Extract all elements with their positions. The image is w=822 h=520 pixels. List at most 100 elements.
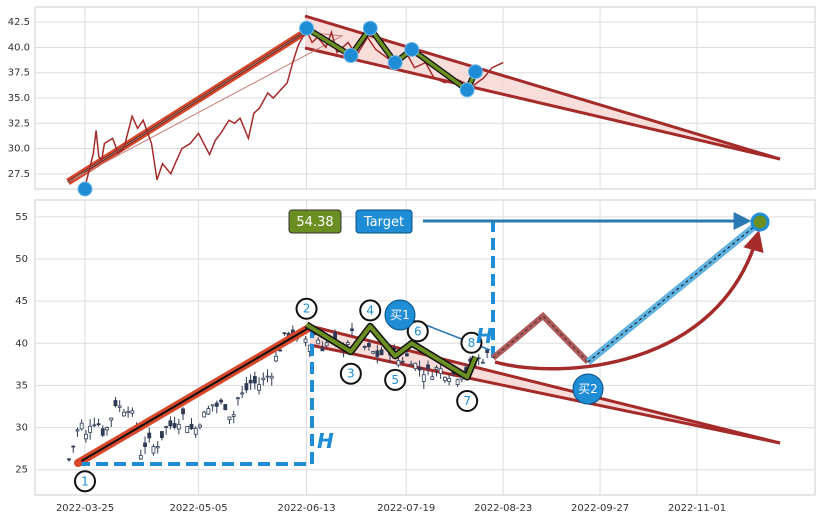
top-pattern-overlay [66,14,781,185]
candle-body [96,423,101,426]
candle-body [214,402,219,407]
wave-label-text: 8 [468,336,476,350]
candle-body [350,328,354,331]
top-y-tick-label: 37.5 [8,68,30,79]
candle-body [417,367,422,371]
wave-label-3: 3 [339,362,362,385]
bottom-x-tick-label: 2022-06-13 [277,503,335,514]
candle-body [172,423,177,428]
candle-body [362,345,367,348]
wave-label-1: 1 [74,470,96,493]
projection-height-label: H [476,324,493,348]
candle-body [316,339,321,345]
bottom-x-tick-label: 2022-08-23 [474,503,532,514]
candle-body [282,332,287,335]
candle-body [430,376,435,380]
top-y-tick-label: 42.5 [8,17,30,28]
top-upper-trendline [304,14,781,161]
wave-label-7: 7 [456,390,479,412]
candle-body [83,433,88,440]
candle-body [248,379,253,384]
candle-body [176,423,181,430]
bottom-y-tick-label: 35 [15,380,28,391]
candle-body [421,374,426,382]
candlesticks [67,322,490,462]
top-pivot-marker [387,55,403,71]
wave-label-text: 3 [347,367,355,381]
wave-label-text: 7 [463,394,471,408]
candle-body [206,408,211,415]
candle-body [210,404,215,407]
curved-target-arrow [494,229,764,371]
top-y-tick-label: 27.5 [8,169,30,180]
candle-body [202,411,207,418]
candle-body [155,445,160,449]
candle-body [240,392,245,395]
top-pivot-markers [77,20,483,197]
bottom-x-tick-label: 2022-03-25 [56,503,114,514]
candle-body [223,404,228,411]
wave-label-4: 4 [359,299,382,322]
candle-body [147,432,152,439]
projected-pullback-dash [492,315,589,363]
height-label: H [317,429,334,453]
top-pivot-marker [299,20,315,36]
candle-body [278,349,283,352]
candle-body [143,442,147,448]
target-box-text: Target [363,215,404,230]
candle-body [168,420,173,427]
candle-body [227,416,232,421]
bottom-x-tick-label: 2022-07-19 [377,503,435,514]
candle-body [185,425,190,434]
candle-body [75,429,80,432]
candle-body [303,338,308,343]
candle-body [79,422,84,430]
candle-body [443,376,447,382]
bottom-y-ticks: 25 30 35 40 45 50 55 [15,212,28,476]
candle-body [320,347,325,352]
top-price-line [84,28,504,188]
value-box-text: 54.38 [296,215,333,230]
top-pivot-marker [467,64,483,80]
candle-body [130,410,135,414]
candle-body [426,364,430,369]
candle-body [236,397,240,400]
bottom-y-tick-label: 50 [15,254,28,265]
wave-label-text: 4 [366,303,374,317]
buy1-label: 买1 [390,308,410,322]
candle-body [109,417,114,421]
candle-body [413,362,418,370]
bottom-y-tick-label: 45 [15,296,28,307]
candle-body [345,342,350,345]
projected-rise-dash [587,221,761,363]
top-pivot-marker [404,41,420,57]
top-panel: 27.5 30.0 32.5 35.0 37.5 40.0 42.5 [8,6,816,197]
candle-body [231,414,236,417]
candle-body [105,427,109,431]
candle-body [485,349,490,354]
wave-label-text: 2 [303,302,311,316]
candle-body [366,342,371,348]
candle-body [122,411,126,417]
candle-body [405,353,409,357]
candle-body [88,425,93,433]
bottom-y-tick-label: 55 [15,212,28,223]
target-marker [750,212,770,232]
value-box: 54.38 [288,209,342,234]
top-y-ticks: 27.5 30.0 32.5 35.0 37.5 40.0 42.5 [8,17,30,180]
wave-label-2: 2 [295,297,318,320]
candle-body [447,377,452,382]
start-marker [74,459,82,467]
candle-body [198,424,202,428]
candle-body [371,351,376,354]
candle-body [379,349,384,356]
candle-body [324,342,329,347]
bottom-y-tick-label: 40 [15,338,28,349]
candle-body [92,424,97,427]
bottom-pattern-overlay-2 [75,212,764,467]
buy2-label: 买2 [578,382,598,396]
candle-body [252,376,257,384]
target-box: Target [355,209,413,234]
candle-body [71,445,76,448]
